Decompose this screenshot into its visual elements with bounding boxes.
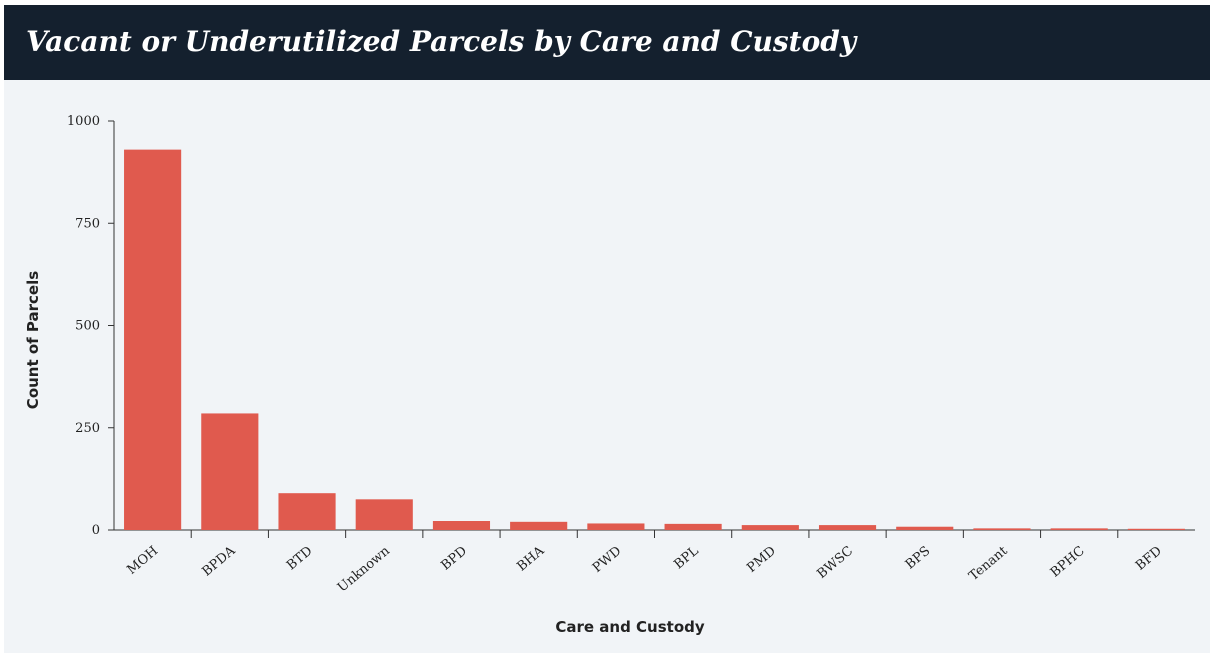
y-tick-label: 750	[75, 216, 100, 231]
bar	[973, 528, 1031, 530]
bar	[510, 521, 568, 530]
bar	[587, 523, 645, 530]
x-tick-label: MOH	[124, 544, 161, 578]
bar	[1127, 528, 1185, 530]
x-tick-label: Unknown	[335, 543, 393, 595]
x-tick-label: BPL	[671, 543, 702, 572]
x-tick-label: Tenant	[966, 543, 1011, 584]
x-tick-label: BWSC	[814, 544, 856, 582]
bar	[278, 493, 336, 530]
x-tick-label: BHA	[514, 543, 547, 574]
bar	[664, 523, 722, 530]
bar	[124, 149, 182, 530]
y-tick-label: 1000	[67, 114, 100, 129]
chart-title: Vacant or Underutilized Parcels by Care …	[26, 25, 857, 58]
y-tick-label: 500	[75, 319, 100, 334]
x-tick-label: BTD	[284, 544, 316, 574]
x-axis-label: Care and Custody	[555, 618, 705, 636]
y-axis-label: Count of Parcels	[24, 271, 42, 409]
x-tick-label: BPDA	[200, 543, 239, 579]
bar	[355, 499, 413, 530]
chart-card: Vacant or Underutilized Parcels by Care …	[4, 5, 1210, 653]
bar	[201, 413, 259, 530]
y-tick-label: 250	[75, 421, 100, 436]
bar	[741, 525, 799, 530]
bar	[896, 526, 954, 530]
x-tick-label: BPS	[903, 544, 933, 573]
header: Vacant or Underutilized Parcels by Care …	[4, 5, 1210, 80]
bar	[432, 521, 491, 530]
bar	[818, 525, 877, 530]
x-tick-label: BFD	[1133, 544, 1165, 574]
x-tick-label: PMD	[744, 544, 779, 576]
x-tick-label: BPD	[438, 544, 470, 574]
x-tick-label: PWD	[590, 544, 625, 576]
y-tick-label: 0	[92, 523, 100, 538]
x-tick-label: BPHC	[1048, 544, 1088, 581]
chart: Care and Custody Count of Parcels 0 250 50…	[24, 114, 1195, 636]
bar	[1050, 528, 1108, 530]
